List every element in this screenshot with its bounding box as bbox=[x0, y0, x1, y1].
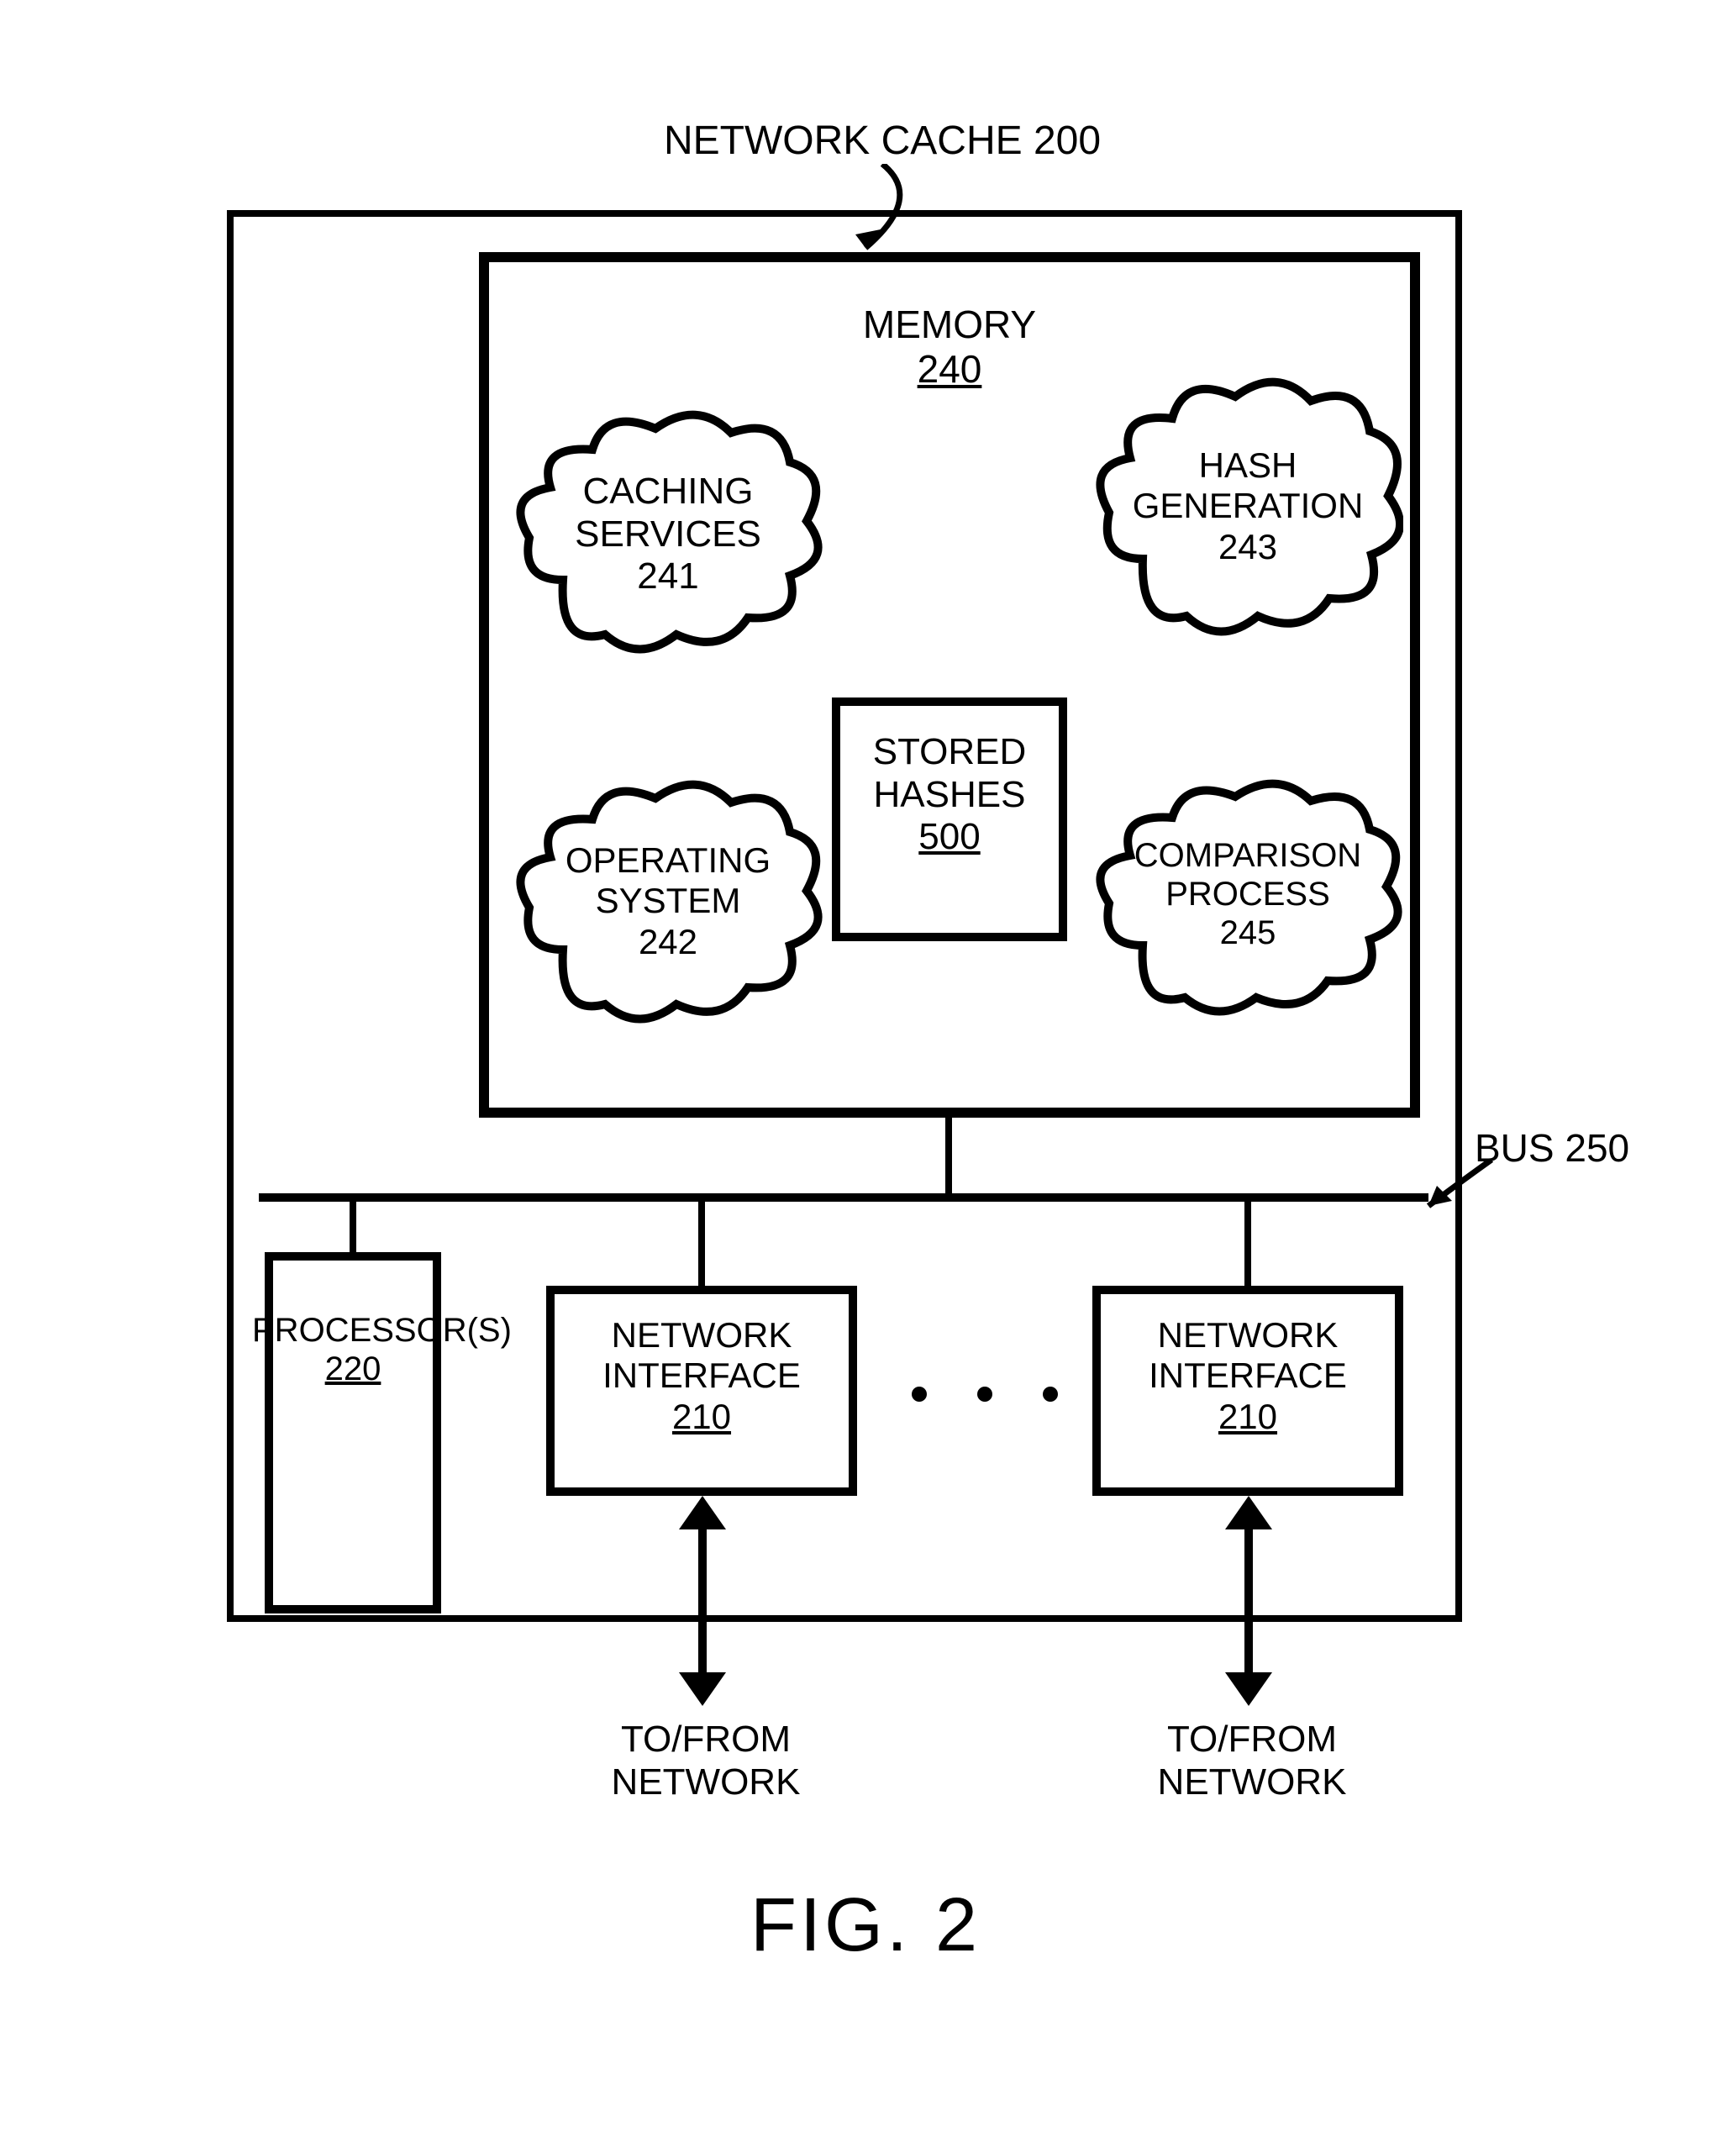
processor-label: PROCESSOR(S) 220 bbox=[252, 1311, 454, 1388]
memory-label: MEMORY 240 bbox=[823, 303, 1076, 392]
processor-box bbox=[265, 1252, 441, 1613]
conn-ni2-bus bbox=[1244, 1200, 1251, 1286]
arrow-ni1-head-down bbox=[679, 1672, 726, 1706]
comparison-process-line2: PROCESS bbox=[1165, 876, 1330, 913]
processor-number: 220 bbox=[325, 1350, 381, 1387]
conn-ni1-bus bbox=[698, 1200, 705, 1286]
caching-services-number: 241 bbox=[637, 555, 698, 597]
io-label-2: TO/FROM NETWORK bbox=[1101, 1719, 1403, 1803]
cloud-comparison-process: COMPARISON PROCESS 245 bbox=[1092, 773, 1403, 1025]
stored-hashes-label: STORED HASHES 500 bbox=[832, 731, 1067, 859]
stored-hashes-line1: STORED bbox=[873, 731, 1027, 772]
network-interface-label-1: NETWORK INTERFACE 210 bbox=[546, 1315, 857, 1437]
hash-generation-line2: GENERATION bbox=[1133, 486, 1364, 525]
hash-generation-number: 243 bbox=[1218, 527, 1277, 566]
cloud-operating-system: OPERATING SYSTEM 242 bbox=[513, 773, 823, 1034]
io1-line1: TO/FROM bbox=[621, 1719, 791, 1760]
operating-system-line2: SYSTEM bbox=[596, 881, 741, 920]
io2-line1: TO/FROM bbox=[1167, 1719, 1337, 1760]
conn-memory-bus bbox=[945, 1118, 952, 1198]
conn-processor-bus bbox=[350, 1200, 356, 1252]
comparison-process-line1: COMPARISON bbox=[1134, 837, 1361, 874]
caching-services-line1: CACHING bbox=[583, 471, 754, 512]
ni2-line2: INTERFACE bbox=[1149, 1355, 1347, 1395]
io1-line2: NETWORK bbox=[612, 1761, 801, 1803]
memory-label-text: MEMORY bbox=[863, 303, 1036, 346]
figure-label: FIG. 2 bbox=[697, 1882, 1034, 1970]
memory-number: 240 bbox=[918, 347, 982, 391]
diagram-canvas: NETWORK CACHE 200 MEMORY 240 STORED HASH… bbox=[0, 0, 1736, 2153]
ni2-line1: NETWORK bbox=[1158, 1315, 1339, 1355]
bus-label: BUS 250 bbox=[1475, 1126, 1693, 1171]
arrow-ni2-head-down bbox=[1225, 1672, 1272, 1706]
diagram-title: NETWORK CACHE 200 bbox=[588, 118, 1176, 164]
arrow-ni2-head-up bbox=[1225, 1496, 1272, 1529]
dot bbox=[912, 1387, 927, 1402]
bus-line bbox=[259, 1193, 1428, 1202]
ni1-number: 210 bbox=[672, 1397, 731, 1436]
cloud-caching-services: CACHING SERVICES 241 bbox=[513, 403, 823, 664]
ni1-line2: INTERFACE bbox=[602, 1355, 801, 1395]
dot bbox=[1043, 1387, 1058, 1402]
comparison-process-number: 245 bbox=[1220, 914, 1276, 951]
stored-hashes-number: 500 bbox=[918, 816, 980, 857]
io-label-1: TO/FROM NETWORK bbox=[555, 1719, 857, 1803]
arrow-ni1-shaft bbox=[698, 1513, 707, 1681]
stored-hashes-line2: HASHES bbox=[874, 774, 1026, 815]
arrow-ni1-head-up bbox=[679, 1496, 726, 1529]
operating-system-line1: OPERATING bbox=[566, 840, 771, 880]
cloud-hash-generation: HASH GENERATION 243 bbox=[1092, 370, 1403, 647]
io2-line2: NETWORK bbox=[1158, 1761, 1347, 1803]
ellipsis-dots bbox=[912, 1387, 1058, 1402]
processor-label-text: PROCESSOR(S) bbox=[252, 1311, 512, 1350]
hash-generation-line1: HASH bbox=[1199, 445, 1297, 485]
network-interface-label-2: NETWORK INTERFACE 210 bbox=[1092, 1315, 1403, 1437]
operating-system-number: 242 bbox=[639, 922, 697, 961]
bus-leader-line bbox=[1420, 1160, 1496, 1219]
ni1-line1: NETWORK bbox=[612, 1315, 792, 1355]
arrow-ni2-shaft bbox=[1244, 1513, 1253, 1681]
caching-services-line2: SERVICES bbox=[575, 513, 761, 555]
ni2-number: 210 bbox=[1218, 1397, 1277, 1436]
dot bbox=[977, 1387, 992, 1402]
